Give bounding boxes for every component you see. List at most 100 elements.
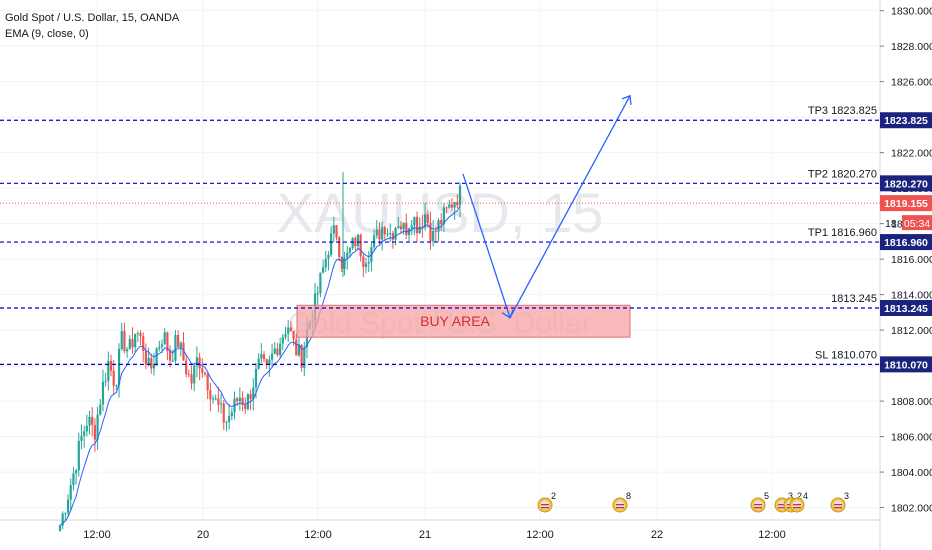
candle-body <box>442 207 445 225</box>
candle-body <box>445 207 448 209</box>
price-tick-label: 1802.000 <box>891 503 932 515</box>
candle-body <box>150 357 153 369</box>
candle-body <box>85 425 88 432</box>
candle-body <box>402 222 405 230</box>
candle-body <box>375 229 378 236</box>
flag-stripe <box>541 504 549 506</box>
candle-body <box>378 229 381 240</box>
candle-body <box>88 416 91 426</box>
indicator-title[interactable]: EMA (9, close, 0) <box>5 28 89 40</box>
candle-body <box>252 387 255 399</box>
countdown-bg <box>902 215 932 231</box>
candle-body <box>201 368 204 373</box>
flag-stripe <box>541 507 549 509</box>
candle-body <box>327 254 330 259</box>
event-count: 3 <box>844 491 849 501</box>
arrowhead-down <box>501 309 514 319</box>
buy-area[interactable]: BUY AREA <box>296 304 631 338</box>
candle-body <box>77 440 80 471</box>
candle-body <box>257 358 260 369</box>
candle-body <box>300 344 303 368</box>
candle-body <box>279 343 282 355</box>
buy-area-box[interactable] <box>296 304 631 338</box>
candle-body <box>429 222 432 242</box>
price-tick-label: 1816.000 <box>891 254 932 266</box>
candle-body <box>209 390 212 400</box>
candle-body <box>432 230 435 242</box>
flag-stripe <box>778 507 786 509</box>
event-count: 4 <box>803 491 808 501</box>
candle-body <box>386 233 389 235</box>
price-tick-label: 1804.000 <box>891 467 932 479</box>
candle-body <box>321 267 325 273</box>
price-tick-label: 1826.000 <box>891 77 932 89</box>
candle-body <box>104 380 107 382</box>
price-axis[interactable]: 1830.0001828.0001826.0001824.0001822.000… <box>880 6 932 515</box>
flag-stripe <box>754 504 762 506</box>
candle-body <box>99 404 102 415</box>
candle-body <box>389 233 392 235</box>
price-tick-label: 1808.000 <box>891 396 932 408</box>
candle-body <box>171 360 174 362</box>
candle-body <box>249 394 252 399</box>
us-flag-event-icon[interactable]: 5 <box>750 491 769 513</box>
us-flag-event-icon[interactable]: 8 <box>612 491 631 513</box>
axis-label-bg-entry <box>880 300 932 317</box>
level-label-tp1: TP1 1816.960 <box>808 227 877 239</box>
candle-body <box>177 335 180 348</box>
projection-arrow[interactable] <box>462 94 632 320</box>
candle-body <box>437 220 440 232</box>
candle-body <box>456 201 459 206</box>
candle-body <box>415 216 419 234</box>
buy-area-label: BUY AREA <box>420 313 490 329</box>
time-axis[interactable]: 12:00 20 12:00 21 12:00 22 12:00 <box>83 529 786 541</box>
candle-body <box>117 348 121 386</box>
candle-body <box>354 238 357 247</box>
candle-body <box>265 359 268 365</box>
candle-body <box>289 327 292 331</box>
candle-body <box>206 374 209 391</box>
price-tick-label: 1806.000 <box>891 432 932 444</box>
price-tick-label: 1814.000 <box>891 290 932 302</box>
candle-body <box>394 228 397 240</box>
candle-body <box>69 485 72 500</box>
candle-body <box>128 339 131 350</box>
candle-body <box>292 330 295 340</box>
candle-body <box>332 225 335 234</box>
flag-stripe <box>616 507 624 509</box>
ema-line <box>59 205 461 526</box>
time-tick-label: 12:00 <box>83 529 111 541</box>
flag-stripe <box>793 507 801 509</box>
us-flag-event-icon[interactable]: 3 <box>830 491 849 513</box>
axis-label-tp3: 1823.825 <box>884 115 928 127</box>
symbol-title[interactable]: Gold Spot / U.S. Dollar, 15, OANDA <box>5 12 180 24</box>
price-levels[interactable]: TP3 1823.825 1823.825 TP2 1820.270 1820.270… <box>0 105 932 373</box>
level-label-tp2: TP2 1820.270 <box>808 168 877 180</box>
candle-body <box>426 214 429 223</box>
candle-body <box>142 336 145 351</box>
candle-body <box>72 473 75 486</box>
candle-body <box>198 357 201 369</box>
candle-body <box>120 331 123 349</box>
event-count: 3 <box>788 491 793 501</box>
last-price-partial: 18 <box>885 218 897 230</box>
us-flag-event-icon[interactable]: 4 <box>789 491 808 513</box>
candle-body <box>260 354 263 359</box>
event-count: 2 <box>551 491 556 501</box>
candle-body <box>190 374 193 384</box>
us-flag-event-icon[interactable]: 2 <box>537 491 556 513</box>
candle-body <box>324 258 327 268</box>
grid <box>0 0 880 520</box>
candle-body <box>440 220 443 225</box>
candle-body <box>96 414 99 440</box>
last-price-bg <box>880 195 932 212</box>
candle-body <box>158 346 161 349</box>
candle-body <box>66 499 70 513</box>
time-tick-label: 12:00 <box>758 529 786 541</box>
candle-body <box>236 398 239 402</box>
candle-body <box>168 350 172 361</box>
candle-body <box>93 425 96 440</box>
